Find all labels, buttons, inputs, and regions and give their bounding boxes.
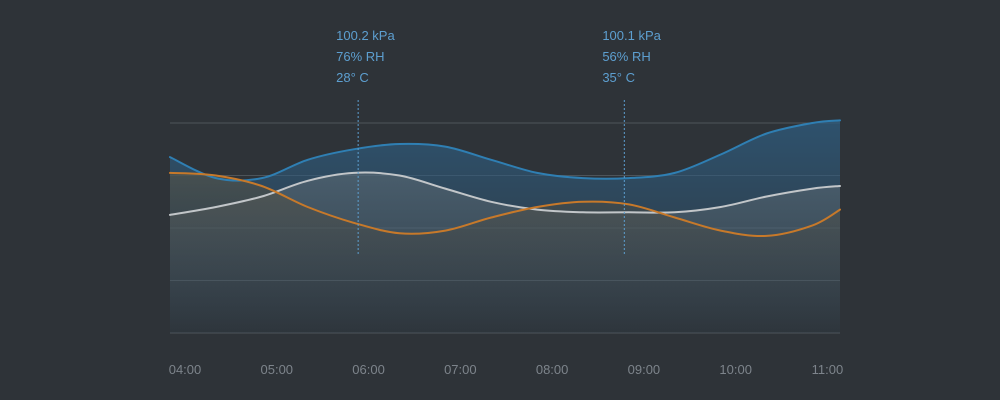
x-tick-label: 09:00 — [628, 362, 661, 377]
series-blue-line — [169, 119, 841, 182]
marker-label: 76% RH — [336, 49, 384, 64]
x-tick-label: 06:00 — [352, 362, 385, 377]
series-area-layer — [170, 120, 840, 334]
marker-label: 35° C — [602, 70, 635, 85]
x-axis-ticks: 04:00 05:00 06:00 07:00 08:00 09:00 10:00 11:00 — [169, 362, 844, 377]
x-tick-label: 04:00 — [169, 362, 202, 377]
marker-label: 56% RH — [602, 49, 650, 64]
x-tick-label: 11:00 — [812, 362, 844, 377]
series-orange-area — [170, 172, 840, 333]
marker-label: 100.2 kPa — [336, 28, 395, 43]
x-tick-label: 05:00 — [261, 362, 294, 377]
series-line-layer — [169, 119, 841, 238]
marker-label: 28° C — [336, 70, 369, 85]
x-tick-label: 08:00 — [536, 362, 569, 377]
series-orange-line — [169, 171, 841, 238]
marker-label: 100.1 kPa — [602, 28, 661, 43]
x-tick-label: 10:00 — [719, 362, 752, 377]
annotation-layer: 100.2 kPa 76% RH 28° C 100.1 kPa 56% RH 35° C — [336, 28, 662, 255]
series-white-line — [169, 171, 841, 216]
x-tick-label: 07:00 — [444, 362, 477, 377]
